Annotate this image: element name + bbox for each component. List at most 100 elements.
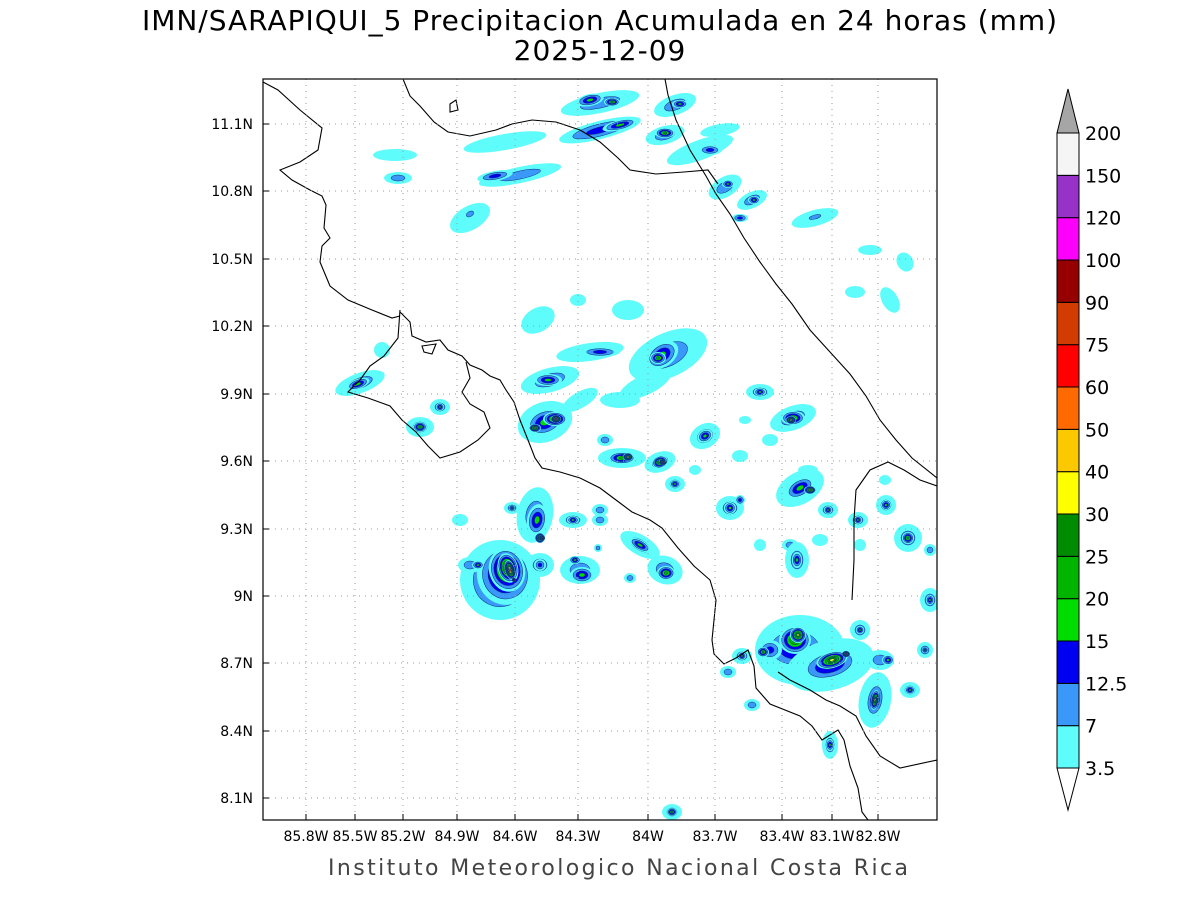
precip-contour [812,534,828,546]
colorbar-label: 12.5 [1085,673,1127,695]
precip-contour [510,506,514,510]
precip-contour [544,378,552,382]
precip-contour [663,571,669,575]
x-tick-label: 84.9W [434,829,479,845]
precip-contour [600,392,640,408]
x-tick-label: 84W [632,829,664,845]
colorbar-swatch [1056,725,1080,769]
colorbar-label: 50 [1085,419,1109,441]
precip-contour [390,174,406,182]
colorbar-swatch [1056,344,1080,388]
y-tick-label: 11.1N [211,117,253,133]
precip-contour [739,416,751,424]
x-tick-label: 83.7W [692,829,737,845]
precip-contour [906,536,910,540]
colorbar: 3.5 7 12.5 15 20 25 30 40 50 60 75 90 100 120 150 200 [1056,88,1127,812]
x-tick-label: 84.3W [555,829,600,845]
precip-blobs [335,90,937,820]
coastline-caribbean [664,79,937,479]
precip-contour [908,688,912,692]
colorbar-label: 40 [1085,462,1109,484]
precip-contour [373,149,417,161]
precip-contour [896,252,914,272]
precip-contour [808,214,822,220]
precip-contour [438,405,442,409]
map-title: IMN/SARAPIQUI_5 Precipitacion Acumulada … [141,4,1059,37]
precip-contour [761,650,765,654]
precip-contour [600,436,610,444]
colorbar-label: 100 [1085,250,1121,272]
colorbar-swatch [1056,682,1080,727]
precip-contour [662,461,664,463]
x-tick-label: 82.8W [855,829,900,845]
precipitation-field [263,79,937,820]
precip-contour [562,387,598,413]
lake-small [421,343,437,355]
colorbar-label: 25 [1085,546,1109,568]
y-tick-label: 8.1N [220,791,253,807]
precip-contour [488,173,502,179]
y-tick-label: 9.9N [220,387,253,403]
plot-frame [262,78,938,821]
precip-contour [555,418,557,420]
precip-contour [537,562,543,568]
precip-contour [854,539,866,551]
precip-contour [463,131,547,153]
precip-contour [534,515,540,525]
colorbar-label: 30 [1085,504,1109,526]
precip-contour [845,653,847,655]
precip-contour [845,286,865,298]
precip-contour [723,668,733,676]
y-tick-label: 9.6N [220,454,253,470]
y-tick-label: 9.3N [220,522,253,538]
precip-contour [884,503,888,507]
x-tick-label: 83.1W [809,829,854,845]
precip-contour [418,425,422,429]
precip-contour [595,506,605,514]
colorbar-label: 75 [1085,335,1109,357]
precip-contour [808,489,812,491]
precip-contour [677,102,683,106]
colorbar-label: 15 [1085,631,1109,653]
border-panama [851,461,937,601]
precip-contour [737,216,743,220]
precip-contour [858,628,862,632]
colorbar-label: 7 [1085,716,1097,738]
precip-contour [673,482,677,486]
colorbar-label: 90 [1085,292,1109,314]
precip-contour [637,542,643,548]
footer-credit: Instituto Meteorologico Nacional Costa R… [328,856,911,881]
y-tick-label: 10.8N [211,184,253,200]
y-tick-label: 9N [234,589,253,605]
map-date: 2025-12-09 [513,34,687,67]
precip-contour [521,306,555,334]
coastlines [263,79,937,820]
colorbar-label: 20 [1085,589,1109,611]
precip-contour [670,810,674,814]
precip-contour [798,465,818,475]
colorbar-arrow-bottom [1056,767,1080,812]
precip-contour [926,546,934,554]
precip-contour [570,294,586,306]
precip-contour [728,506,732,510]
colorbar-swatch [1056,471,1080,515]
precip-contour [874,698,876,702]
precip-contour [476,563,480,567]
precip-contour [509,568,511,572]
colorbar-label: 200 [1085,123,1121,145]
precip-contour [533,427,537,429]
precip-contour [627,456,629,458]
x-tick-label: 85.5W [332,829,377,845]
precip-contour [828,743,832,747]
precip-contour [452,514,468,526]
precip-contour [738,498,742,502]
precip-contour [612,300,644,320]
colorbar-label: 120 [1085,208,1121,230]
precip-contour [626,575,634,581]
precip-contour [610,100,614,104]
precip-contour [856,518,860,522]
colorbar-label: 150 [1085,165,1121,187]
precip-contour [595,545,601,551]
coastline-pacific-north [263,81,401,319]
precip-contour [858,245,882,255]
